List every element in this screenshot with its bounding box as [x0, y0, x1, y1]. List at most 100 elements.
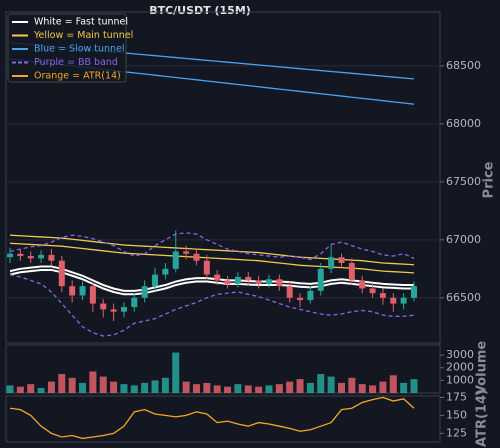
- volume-bar: [358, 384, 366, 393]
- y-tick-label: 66500: [446, 291, 481, 304]
- candle-body: [89, 286, 96, 304]
- y-tick-label: 1000: [446, 373, 474, 386]
- legend-label: White = Fast tunnel: [34, 17, 128, 28]
- y-tick-label: 67000: [446, 233, 481, 246]
- y-tick-label: 150: [446, 408, 467, 421]
- volume-bar: [172, 352, 180, 393]
- volume-bar: [120, 384, 128, 393]
- volume-bar: [79, 382, 87, 393]
- legend-label: Yellow = Main tunnel: [33, 30, 133, 41]
- volume-bar: [151, 380, 159, 393]
- volume-bar: [161, 377, 169, 393]
- legend-label: Purple = BB band: [34, 57, 118, 68]
- volume-bar: [99, 376, 107, 393]
- candle-body: [17, 253, 24, 257]
- legend-label: Orange = ATR(14): [34, 71, 121, 82]
- volume-bar: [265, 385, 273, 393]
- volume-bar: [141, 382, 149, 393]
- tunnel-line: [9, 265, 414, 292]
- candle-body: [245, 276, 252, 281]
- candle-body: [359, 280, 366, 289]
- panel-frame: [5, 395, 441, 443]
- candle-body: [69, 286, 76, 296]
- candle-body: [120, 307, 127, 312]
- candle-body: [162, 268, 169, 275]
- y-axis-label: Price: [482, 161, 497, 198]
- panel-frame: [5, 11, 441, 344]
- candle-body: [348, 263, 355, 281]
- candle-body: [38, 254, 45, 259]
- volume-bar: [255, 386, 263, 393]
- volume-bar: [306, 382, 314, 393]
- tunnel-line: [9, 234, 415, 266]
- y-tick-label: 2000: [446, 361, 474, 374]
- volume-bar: [369, 385, 377, 393]
- candle-body: [265, 279, 272, 284]
- candle-body: [276, 279, 283, 287]
- tunnel-line: [9, 273, 415, 337]
- y-tick-label: 68500: [446, 59, 481, 72]
- candle-body: [411, 286, 417, 298]
- volume-bar: [296, 379, 304, 393]
- candle-body: [317, 268, 324, 291]
- candle-body: [400, 297, 407, 304]
- candle-body: [369, 288, 376, 294]
- candle-body: [152, 274, 159, 287]
- candle-body: [183, 251, 190, 254]
- candle-body: [131, 297, 138, 308]
- candle-body: [286, 286, 293, 298]
- volume-bar: [6, 385, 14, 393]
- volume-bar: [110, 381, 118, 393]
- volume-bar: [275, 384, 283, 393]
- candle-body: [110, 309, 117, 312]
- candle-body: [224, 280, 231, 284]
- y-tick-label: 3000: [446, 348, 474, 361]
- volume-bar: [16, 386, 24, 393]
- tunnel-line: [9, 242, 415, 274]
- legend-label: Blue = Slow tunnel: [34, 44, 125, 55]
- panel-frame: [5, 344, 441, 394]
- candle-body: [214, 274, 221, 281]
- y-tick-label: 67500: [446, 175, 481, 188]
- volume-bar: [203, 382, 211, 393]
- candle-body: [307, 290, 314, 301]
- candle-body: [297, 297, 304, 301]
- candle-body: [48, 254, 55, 261]
- y-axis-label: Volume: [475, 341, 490, 396]
- volume-bar: [327, 376, 335, 393]
- candle-body: [390, 297, 397, 304]
- y-tick-label: 68000: [446, 117, 481, 130]
- volume-bar: [379, 381, 387, 393]
- y-tick-label: 125: [446, 426, 467, 439]
- candle-body: [172, 251, 179, 269]
- candle-body: [379, 293, 386, 298]
- candle-body: [203, 260, 210, 275]
- volume-bar: [68, 377, 76, 393]
- tunnel-line: [9, 268, 414, 296]
- candle-body: [255, 280, 262, 284]
- candle-body: [58, 260, 65, 287]
- volume-bar: [224, 386, 232, 393]
- volume-bar: [410, 379, 418, 393]
- y-tick-label: 175: [446, 390, 467, 403]
- candle-body: [338, 257, 345, 264]
- candle-body: [141, 286, 148, 298]
- tunnel-line: [9, 232, 415, 261]
- y-axis-label: ATR(14): [475, 389, 490, 447]
- volume-bar: [244, 385, 252, 393]
- volume-bar: [47, 381, 55, 393]
- volume-bar: [286, 381, 294, 393]
- volume-bar: [213, 385, 221, 393]
- candle-body: [328, 257, 335, 269]
- volume-bar: [348, 377, 356, 393]
- volume-bar: [89, 371, 97, 393]
- chart-title: BTC/USDT (15M): [149, 4, 251, 17]
- volume-bar: [130, 385, 138, 393]
- volume-bar: [234, 384, 242, 393]
- candle-body: [193, 253, 200, 261]
- candle-body: [27, 256, 34, 259]
- volume-bar: [317, 374, 325, 393]
- volume-bar: [27, 384, 35, 393]
- volume-bar: [58, 374, 66, 393]
